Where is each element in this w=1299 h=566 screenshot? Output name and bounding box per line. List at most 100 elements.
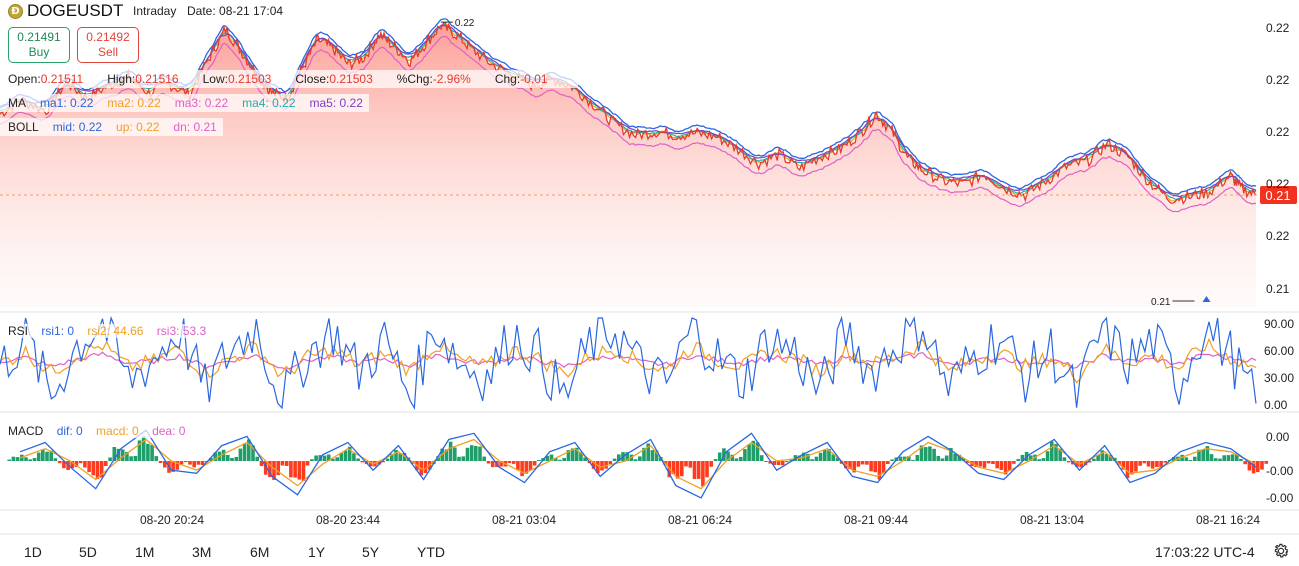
high-label: High: [107,72,136,86]
macd-histogram-bar [45,451,49,461]
macd-histogram-bar [158,461,163,463]
macd-histogram-bar [137,440,142,461]
macd-histogram-bar [722,448,726,461]
macd-histogram-bar [818,452,823,461]
close-label: Close: [295,72,330,86]
macd-histogram-bar [377,461,381,465]
macd-histogram-bar [726,451,730,461]
macd-histogram-bar [272,461,276,480]
macd-histogram-bar [856,461,861,467]
macd-histogram-bar [163,461,167,468]
price-tick-label: 0.22 [1266,73,1290,87]
macd-histogram-bar [133,455,138,461]
rsi1-value: rsi1: 0 [41,324,75,338]
macd-histogram-bar [297,461,302,480]
gear-icon[interactable] [1272,542,1290,560]
ma-legend[interactable]: MA ma1: 0.22 ma2: 0.22 ma3: 0.22 ma4: 0.… [0,94,369,112]
macd-value: macd: 0 [96,424,139,438]
macd-histogram-bar [709,461,713,467]
macd-histogram-bar [1209,454,1214,461]
macd-histogram-bar [919,445,924,461]
macd-histogram-bar [175,461,180,470]
boll-legend[interactable]: BOLL mid: 0.22 up: 0.22 dn: 0.21 [0,118,223,136]
period-1y[interactable]: 1Y [308,544,326,560]
macd-histogram-bar [591,461,596,469]
macd-histogram-bar [486,461,491,464]
boll-upper-line [0,18,1257,195]
macd-histogram-bar [982,461,987,468]
macd-histogram-bar [646,443,650,461]
macd-dea-line [19,438,1257,490]
macd-legend[interactable]: MACD dif: 0 macd: 0 dea: 0 [0,424,202,438]
macd-histogram-bar [974,461,978,468]
macd-histogram-bar [671,461,676,475]
macd-histogram-bar [507,461,512,463]
macd-histogram-bar [696,461,701,479]
macd-histogram-bar [823,450,827,461]
macd-histogram-bar [957,454,962,461]
macd-histogram-bar [898,456,903,461]
macd-histogram-bar [759,455,764,461]
open-label: Open: [8,72,41,86]
macd-histogram-bar [146,443,150,461]
rsi1-line [0,315,1257,410]
macd-histogram-bar [1218,458,1222,461]
macd-histogram-bar [600,461,604,471]
macd-histogram-bar [1100,450,1105,461]
symbol-title[interactable]: DOGEUSDT [27,1,124,20]
ma2-value: ma2: 0.22 [107,96,161,110]
macd-histogram-bar [381,461,386,463]
macd-histogram-bar [1062,457,1067,461]
macd-histogram-bar [1264,461,1268,464]
time-tick-label: 08-21 13:04 [1020,513,1084,527]
macd-histogram-bar [1243,461,1247,465]
chart-canvas[interactable]: 0.210.220.21 0.220.220.220.220.220.2190.… [0,0,1299,540]
macd-histogram-bar [806,453,810,461]
macd-histogram-bar [978,461,983,467]
macd-histogram-bar [532,461,537,466]
period-1m[interactable]: 1M [135,544,155,560]
macd-histogram-bar [482,456,486,461]
macd-histogram-bar [583,457,587,461]
macd-histogram-bar [352,453,356,461]
macd-histogram-bar [928,446,932,461]
macd-histogram-bar [528,461,533,471]
macd-histogram-bar [259,461,264,467]
period-5d[interactable]: 5D [79,544,97,560]
macd-histogram-bar [923,447,928,461]
macd-histogram-bar [95,461,100,479]
ma3-value: ma3: 0.22 [174,96,229,110]
macd-histogram-bar [238,448,243,461]
period-6m[interactable]: 6M [250,544,270,560]
boll-lower-line [0,35,1257,213]
sell-button[interactable]: 0.21492 Sell [77,27,139,63]
ma-label: MA [8,96,26,110]
boll-dn-value: dn: 0.21 [173,120,217,134]
buy-button[interactable]: 0.21491 Buy [8,27,70,63]
macd-histogram-bar [902,456,907,461]
macd-histogram-bar [116,448,121,461]
macd-histogram-bar [1138,461,1142,466]
clock: 17:03:22 UTC-4 [1155,544,1255,560]
macd-histogram-bar [936,456,941,461]
price-tick-label: 0.22 [1266,21,1290,35]
period-3m[interactable]: 3M [192,544,212,560]
boll-mid-value: mid: 0.22 [52,120,103,134]
rsi-legend[interactable]: RSI rsi1: 0 rsi2: 44.66 rsi3: 53.3 [0,324,223,338]
macd-histogram-bar [793,455,798,461]
interval-label[interactable]: Intraday [133,4,177,18]
macd-histogram-bar [755,442,760,461]
macd-histogram-bar [196,461,201,465]
period-5y[interactable]: 5Y [362,544,380,560]
macd-histogram-bar [1075,461,1079,467]
macd-histogram-bar [549,454,554,461]
ma5-value: ma5: 0.22 [309,96,363,110]
macd-histogram-bar [692,461,697,479]
macd-histogram-bar [638,456,642,461]
macd-histogram-bar [1079,461,1083,468]
macd-histogram-bar [423,461,428,473]
period-ytd[interactable]: YTD [417,544,445,560]
macd-histogram-bar [730,454,735,461]
period-1d[interactable]: 1D [24,544,42,560]
macd-dif-line [19,429,1257,499]
